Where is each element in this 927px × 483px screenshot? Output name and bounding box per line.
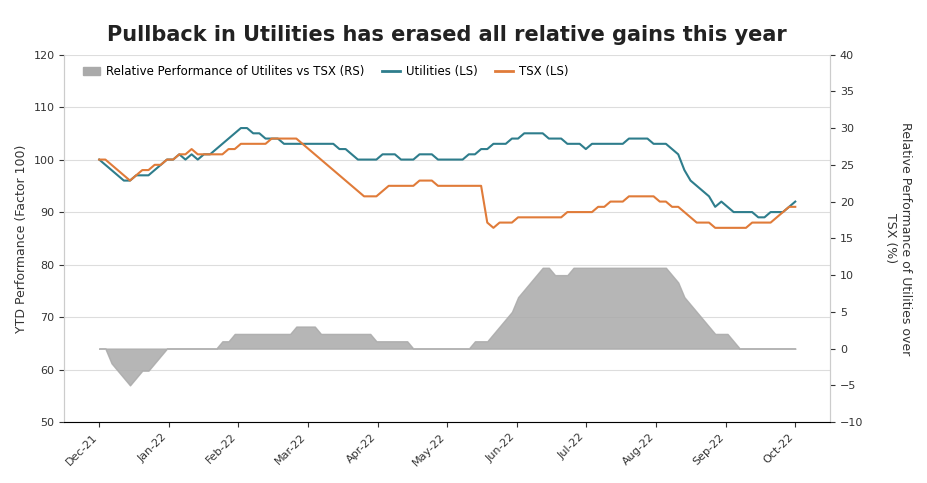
Legend: Relative Performance of Utilites vs TSX (RS), Utilities (LS), TSX (LS): Relative Performance of Utilites vs TSX … — [78, 60, 573, 83]
Title: Pullback in Utilities has erased all relative gains this year: Pullback in Utilities has erased all rel… — [108, 25, 787, 44]
Y-axis label: YTD Performance (Factor 100): YTD Performance (Factor 100) — [15, 144, 28, 332]
Y-axis label: Relative Performance of Utilities over
TSX (%): Relative Performance of Utilities over T… — [884, 122, 912, 355]
